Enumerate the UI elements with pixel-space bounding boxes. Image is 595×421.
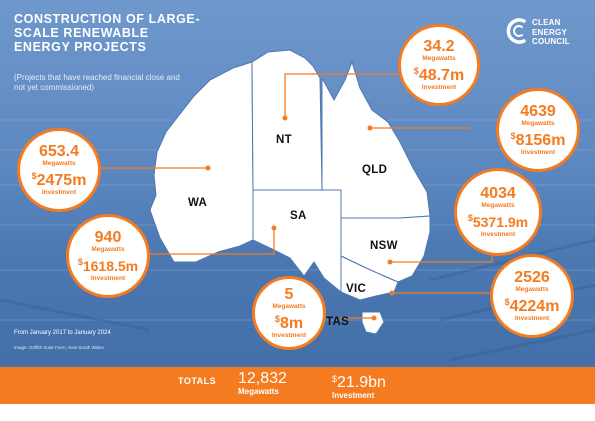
marker-dot-sa <box>271 225 277 231</box>
clean-energy-council-logo: CLEAN ENERGY COUNCIL <box>506 16 586 50</box>
map-region-tas <box>361 311 385 335</box>
bubble-nt-mw: 34.2 <box>423 37 455 55</box>
leader-line-nt <box>284 73 401 118</box>
bubble-qld-investment: $8156m <box>510 130 566 149</box>
marker-dot-nt <box>282 115 288 121</box>
bubble-nsw: 4034 Megawatts $5371.9m Investment <box>454 168 542 256</box>
bubble-sa-investment: $1618.5m <box>77 256 139 274</box>
date-range-note: From January 2017 to January 2024 <box>14 330 111 336</box>
state-label-tas: TAS <box>326 316 350 328</box>
bubble-sa: 940 Megawatts $1618.5m Investment <box>66 214 150 298</box>
bubble-wa: 653.4 Megawatts $2475m Investment <box>17 128 101 212</box>
totals-megawatts: 12,832 Megawatts <box>238 370 287 397</box>
page-subtitle: (Projects that have reached financial cl… <box>14 73 180 92</box>
leader-line-sa <box>120 228 275 255</box>
logo-text: CLEAN ENERGY COUNCIL <box>532 18 570 46</box>
bubble-vic: 2526 Megawatts $4224m Investment <box>490 254 574 338</box>
state-label-sa: SA <box>290 210 307 222</box>
state-label-wa: WA <box>188 197 208 209</box>
marker-dot-vic <box>389 290 395 296</box>
map-region-nt <box>251 49 323 191</box>
totals-investment: $21.9bn Investment <box>332 374 386 400</box>
image-credit: Image: Griffith Solar Farm, New South Wa… <box>14 345 104 350</box>
bubble-wa-mw: 653.4 <box>38 142 80 160</box>
bubble-tas: 5 Megawatts $8m Investment <box>252 276 326 350</box>
totals-label: TOTALS <box>178 376 217 386</box>
state-label-nt: NT <box>276 134 292 146</box>
bubble-nsw-mw: 4034 <box>480 184 516 202</box>
bubble-tas-mw: 5 <box>284 285 294 303</box>
totals-bar: TOTALS 12,832 Megawatts $21.9bn Investme… <box>0 367 595 404</box>
bubble-qld: 4639 Megawatts $8156m Investment <box>496 88 580 172</box>
bubble-tas-investment: $8m <box>274 313 304 332</box>
bubble-wa-investment: $2475m <box>31 170 87 189</box>
marker-dot-nsw <box>387 259 393 265</box>
page-title: CONSTRUCTION OF LARGE-SCALE RENEWABLE EN… <box>14 12 201 54</box>
bubble-nt-investment: $48.7m <box>413 65 465 84</box>
bubble-sa-mw: 940 <box>94 228 122 246</box>
bubble-vic-investment: $4224m <box>504 296 560 315</box>
australia-map <box>100 49 493 335</box>
state-label-qld: QLD <box>362 164 388 176</box>
map-region-wa <box>149 61 254 263</box>
bottom-margin <box>0 404 595 421</box>
bubble-qld-mw: 4639 <box>520 102 556 120</box>
bubble-nsw-investment: $5371.9m <box>467 212 529 230</box>
state-label-vic: VIC <box>346 283 367 295</box>
state-label-nsw: NSW <box>370 240 398 252</box>
bubble-nt: 34.2 Megawatts $48.7m Investment <box>398 24 480 106</box>
marker-dot-qld <box>367 125 373 131</box>
marker-dot-wa <box>205 165 211 171</box>
cec-c-logo-icon <box>506 18 526 44</box>
marker-dot-tas <box>371 315 377 321</box>
bubble-vic-mw: 2526 <box>514 268 550 286</box>
